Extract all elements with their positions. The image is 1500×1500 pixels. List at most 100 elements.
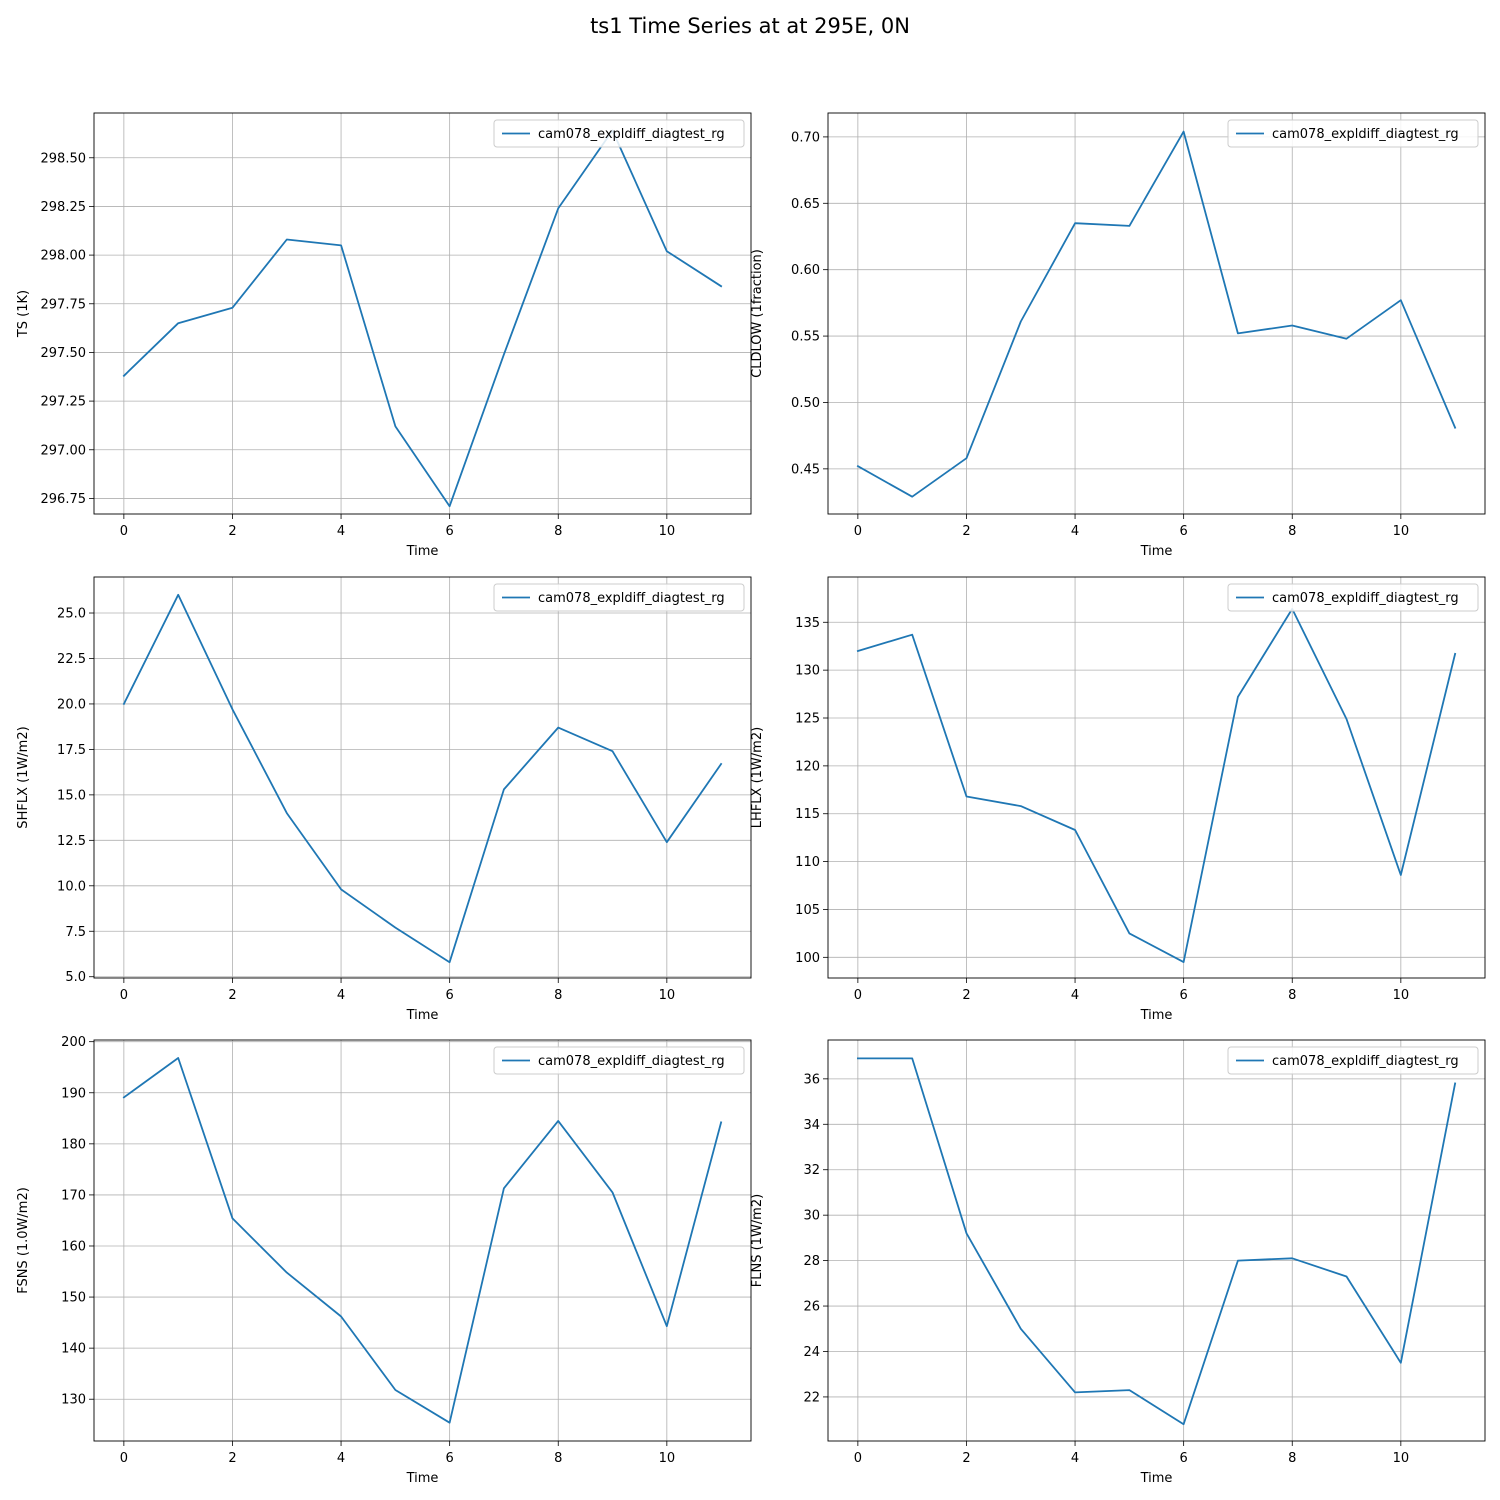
x-tick-label: 8: [1288, 1451, 1296, 1466]
x-tick-label: 0: [120, 524, 128, 539]
series-line: [122, 593, 723, 964]
y-tick-label: 120: [795, 759, 820, 774]
y-tick-label: 298.00: [41, 249, 87, 264]
y-tick-label: 110: [795, 855, 820, 870]
y-tick-label: 5.0: [65, 970, 86, 985]
y-tick-label: 100: [795, 951, 820, 966]
y-tick-label: 34: [803, 1118, 820, 1133]
y-tick-label: 30: [803, 1209, 820, 1224]
y-tick-label: 0.70: [791, 130, 820, 145]
x-tick-label: 6: [446, 524, 454, 539]
figure-title: ts1 Time Series at at 295E, 0N: [590, 14, 910, 38]
series-line: [856, 130, 1457, 498]
y-tick-label: 150: [61, 1291, 86, 1306]
x-tick-label: 10: [659, 988, 676, 1003]
series-line: [857, 1057, 1457, 1426]
y-tick-label: 130: [795, 664, 820, 679]
x-tick-label: 0: [854, 524, 862, 539]
plot-area: [94, 1040, 751, 1441]
x-tick-label: 4: [1071, 1451, 1079, 1466]
y-tick-label: 12.5: [57, 834, 86, 849]
axes-frame: [93, 576, 752, 979]
y-axis-label: FLNS (1W/m2): [750, 1194, 765, 1287]
legend: cam078_expldiff_diagtest_rg: [493, 583, 745, 612]
x-tick-label: 2: [228, 524, 236, 539]
y-tick-label: 297.25: [41, 395, 87, 410]
y-tick-label: 180: [61, 1137, 86, 1152]
panel-shflx: 0 2 4 6 8 10 5.0 7.5 10.0 12.5 15.0 17.5 20.0 22.5 25.…: [16, 576, 752, 1023]
y-tick-label: 115: [795, 807, 820, 822]
x-tick-label: 4: [1071, 988, 1079, 1003]
legend-box: [493, 119, 745, 148]
axes-frame: [827, 576, 1486, 979]
series-line: [122, 1057, 723, 1424]
x-axis-label: Time: [1140, 544, 1173, 559]
x-tick-label: 8: [554, 1451, 562, 1466]
axes-frame: [827, 1039, 1486, 1442]
x-tick-label: 6: [1180, 1451, 1188, 1466]
legend-label: cam078_expldiff_diagtest_rg: [538, 591, 725, 606]
y-tick-label: 15.0: [57, 788, 86, 803]
y-tick-label: 22: [803, 1390, 820, 1405]
x-tick-label: 10: [659, 1451, 676, 1466]
x-tick-label: 2: [962, 524, 970, 539]
x-tick-label: 4: [337, 988, 345, 1003]
x-tick-label: 2: [962, 1451, 970, 1466]
y-tick-label: 32: [803, 1163, 820, 1178]
y-tick-label: 297.75: [41, 297, 87, 312]
panel-fsns: 0 2 4 6 8 10 130 140 150 160 170 180 190 200 Time FSNS …: [16, 1035, 752, 1486]
legend: cam078_expldiff_diagtest_rg: [1227, 119, 1479, 148]
y-tick-label: 297.50: [41, 346, 87, 361]
x-tick-label: 6: [1180, 524, 1188, 539]
legend-box: [493, 583, 745, 612]
y-tick-label: 105: [795, 903, 820, 918]
legend-box: [1227, 583, 1479, 612]
y-tick-label: 20.0: [57, 697, 86, 712]
x-tick-label: 2: [962, 988, 970, 1003]
x-axis-label: Time: [406, 1008, 439, 1023]
panel-lhflx: 0 2 4 6 8 10 100 105 110 115 120 125 130 135 Time LHFLX…: [750, 576, 1486, 1023]
x-tick-label: 4: [1071, 524, 1079, 539]
axes-frame: [93, 1039, 752, 1442]
y-tick-label: 298.50: [41, 151, 87, 166]
y-tick-label: 135: [795, 616, 820, 631]
legend: cam078_expldiff_diagtest_rg: [493, 1046, 745, 1075]
x-axis-label: Time: [1140, 1008, 1173, 1023]
y-tick-label: 200: [61, 1035, 86, 1050]
y-tick-label: 0.55: [791, 330, 820, 345]
legend-box: [1227, 1046, 1479, 1075]
plot-area: [828, 577, 1485, 978]
x-tick-label: 8: [554, 524, 562, 539]
y-tick-label: 125: [795, 712, 820, 727]
axes-frame: [827, 112, 1486, 515]
panel-cldlow: 0 2 4 6 8 10 0.45 0.50 0.55 0.60 0.65 0.70 Time CLDLO…: [750, 112, 1486, 559]
y-tick-label: 0.65: [791, 197, 820, 212]
x-tick-label: 2: [228, 1451, 236, 1466]
y-tick-label: 17.5: [57, 743, 86, 758]
y-tick-label: 24: [803, 1345, 820, 1360]
x-tick-label: 4: [337, 524, 345, 539]
x-tick-label: 8: [1288, 988, 1296, 1003]
y-tick-label: 36: [803, 1072, 820, 1087]
legend: cam078_expldiff_diagtest_rg: [1227, 1046, 1479, 1075]
panel-ts: 0 2 4 6 8 10 296.75 297.00 297.25 297.50 297.75 298…: [16, 112, 752, 559]
x-tick-label: 10: [1393, 1451, 1410, 1466]
x-tick-label: 2: [228, 988, 236, 1003]
x-tick-label: 10: [1393, 524, 1410, 539]
y-tick-label: 26: [803, 1300, 820, 1315]
x-tick-label: 4: [337, 1451, 345, 1466]
y-tick-label: 7.5: [65, 925, 86, 940]
y-tick-label: 25.0: [57, 607, 86, 622]
y-tick-label: 10.0: [57, 879, 86, 894]
y-tick-label: 0.50: [791, 396, 820, 411]
legend-label: cam078_expldiff_diagtest_rg: [538, 127, 725, 142]
axes-frame: [93, 112, 752, 515]
x-tick-label: 10: [659, 524, 676, 539]
x-tick-label: 6: [446, 1451, 454, 1466]
x-tick-label: 8: [554, 988, 562, 1003]
y-tick-label: 296.75: [41, 492, 87, 507]
legend: cam078_expldiff_diagtest_rg: [493, 119, 745, 148]
y-tick-label: 298.25: [41, 200, 87, 215]
y-tick-label: 297.00: [41, 443, 87, 458]
